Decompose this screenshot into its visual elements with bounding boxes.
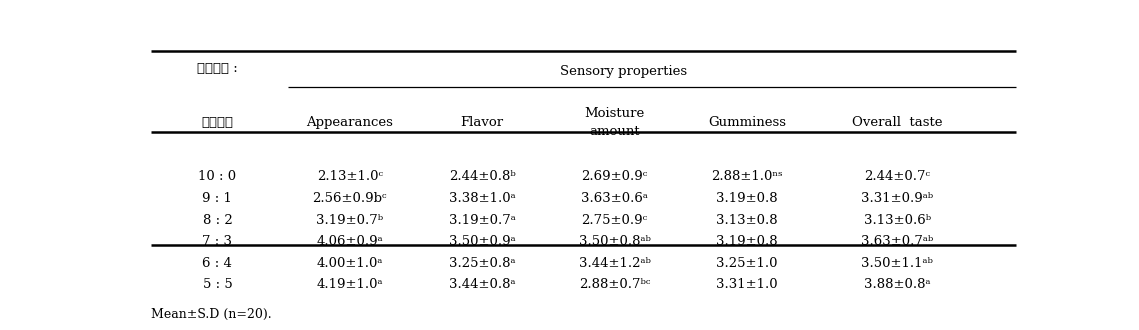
Text: 3.31±0.9ᵃᵇ: 3.31±0.9ᵃᵇ [861,192,933,205]
Text: 2.88±0.7ᵇᶜ: 2.88±0.7ᵇᶜ [579,278,650,291]
Text: 3.25±0.8ᵃ: 3.25±0.8ᵃ [449,257,516,270]
Text: 3.50±0.8ᵃᵇ: 3.50±0.8ᵃᵇ [579,235,650,248]
Text: 2.88±1.0ⁿˢ: 2.88±1.0ⁿˢ [711,170,782,183]
Text: 8 : 2: 8 : 2 [203,214,232,226]
Text: 9 : 1: 9 : 1 [203,192,232,205]
Text: Flavor: Flavor [460,116,503,129]
Text: 2.69±0.9ᶜ: 2.69±0.9ᶜ [582,170,648,183]
Text: 3.19±0.8: 3.19±0.8 [716,235,778,248]
Text: 10 : 0: 10 : 0 [198,170,237,183]
Text: 3.50±1.1ᵃᵇ: 3.50±1.1ᵃᵇ [861,257,933,270]
Text: 3.63±0.6ᵃ: 3.63±0.6ᵃ [581,192,648,205]
Text: 3.19±0.7ᵃ: 3.19±0.7ᵃ [449,214,516,226]
Text: Appearances: Appearances [306,116,393,129]
Text: 2.44±0.7ᶜ: 2.44±0.7ᶜ [865,170,931,183]
Text: Overall  taste: Overall taste [852,116,942,129]
Text: 2.44±0.8ᵇ: 2.44±0.8ᵇ [449,170,516,183]
Text: 3.19±0.8: 3.19±0.8 [716,192,778,205]
Text: Gumminess: Gumminess [708,116,786,129]
Text: 3.31±1.0: 3.31±1.0 [716,278,778,291]
Text: 2.75±0.9ᶜ: 2.75±0.9ᶜ [582,214,648,226]
Text: 3.44±1.2ᵃᵇ: 3.44±1.2ᵃᵇ [579,257,650,270]
Text: 3.19±0.7ᵇ: 3.19±0.7ᵇ [317,214,384,226]
Text: 3.50±0.9ᵃ: 3.50±0.9ᵃ [449,235,516,248]
Text: 3.13±0.6ᵇ: 3.13±0.6ᵇ [863,214,931,226]
Text: 3.13±0.8: 3.13±0.8 [716,214,778,226]
Text: 3.25±1.0: 3.25±1.0 [716,257,778,270]
Text: 3.38±1.0ᵃ: 3.38±1.0ᵃ [449,192,516,205]
Text: 특화잡곡: 특화잡곡 [202,116,233,129]
Text: 2.13±1.0ᶜ: 2.13±1.0ᶜ [317,170,383,183]
Text: Mean±S.D (n=20).: Mean±S.D (n=20). [151,308,272,320]
Text: 4.06±0.9ᵃ: 4.06±0.9ᵃ [317,235,383,248]
Text: 2.56±0.9bᶜ: 2.56±0.9bᶜ [312,192,387,205]
Text: Sensory properties: Sensory properties [560,65,687,78]
Text: Moisture
amount: Moisture amount [584,107,645,138]
Text: 6 : 4: 6 : 4 [203,257,232,270]
Text: 3.88±0.8ᵃ: 3.88±0.8ᵃ [863,278,931,291]
Text: 5 : 5: 5 : 5 [203,278,232,291]
Text: 기본잡곡 :: 기본잡곡 : [197,62,238,75]
Text: 3.44±0.8ᵃ: 3.44±0.8ᵃ [449,278,516,291]
Text: 3.63±0.7ᵃᵇ: 3.63±0.7ᵃᵇ [861,235,933,248]
Text: 4.00±1.0ᵃ: 4.00±1.0ᵃ [317,257,383,270]
Text: 4.19±1.0ᵃ: 4.19±1.0ᵃ [317,278,383,291]
Text: 7 : 3: 7 : 3 [203,235,232,248]
